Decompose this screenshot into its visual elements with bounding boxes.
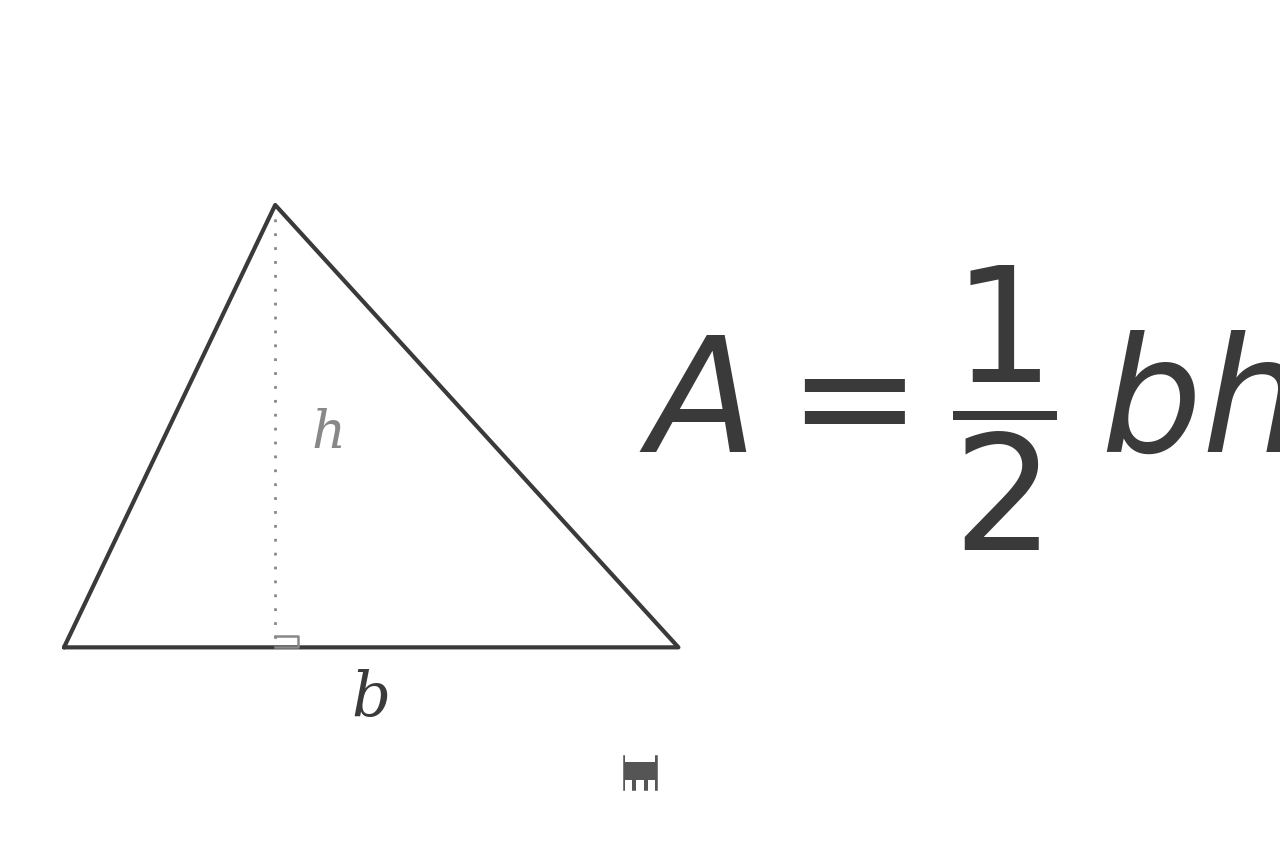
Text: Triangle Area Formula: Triangle Area Formula	[95, 14, 1185, 110]
Bar	[636, 786, 644, 792]
Text: $\mathit{A} = \dfrac{1}{2}\,\mathit{b}\mathit{h}$: $\mathit{A} = \dfrac{1}{2}\,\mathit{b}\m…	[639, 263, 1280, 553]
Bar	[648, 786, 655, 792]
Bar	[621, 753, 659, 792]
Bar	[625, 786, 632, 792]
Text: b: b	[352, 668, 390, 728]
Bar	[625, 780, 632, 786]
Text: h: h	[311, 408, 346, 458]
Text: www.inchcalculator.com: www.inchcalculator.com	[422, 813, 858, 844]
Bar	[636, 780, 644, 786]
Bar	[625, 753, 655, 762]
Bar	[648, 780, 655, 786]
